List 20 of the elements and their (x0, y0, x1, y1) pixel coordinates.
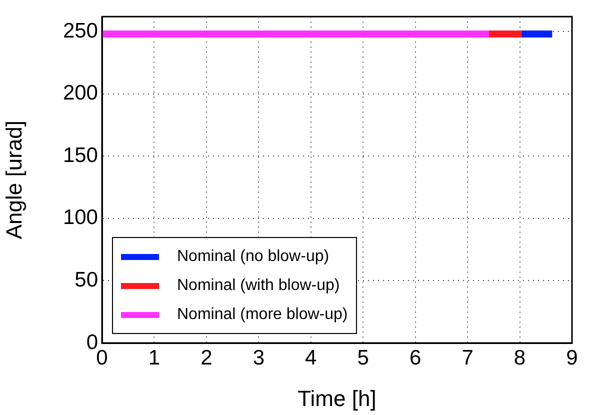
y-axis-title: Angle [urad] (1, 120, 26, 240)
legend-label: Nominal (more blow-up) (177, 306, 348, 324)
x-tick-label: 8 (514, 346, 526, 370)
y-tick-label: 50 (74, 268, 98, 292)
y-tick-label: 150 (62, 144, 98, 167)
y-tick-label: 0 (86, 330, 98, 354)
x-tick-label: 6 (409, 346, 422, 370)
y-tick-label: 250 (62, 19, 98, 42)
x-axis-title: Time [h] (298, 386, 376, 411)
x-tick-label: 7 (462, 346, 474, 370)
y-tick-label: 100 (62, 206, 98, 230)
x-tick-label: 1 (148, 346, 160, 370)
y-tick-label: 200 (62, 82, 98, 105)
x-tick-label: 3 (252, 346, 265, 370)
x-tick-label: 4 (305, 346, 318, 370)
x-tick-label: 2 (200, 346, 212, 370)
x-tick-label: 5 (357, 346, 369, 370)
x-tick-label: 9 (566, 346, 578, 370)
legend-label: Nominal (with blow-up) (177, 276, 340, 294)
legend-label: Nominal (no blow-up) (177, 248, 330, 266)
